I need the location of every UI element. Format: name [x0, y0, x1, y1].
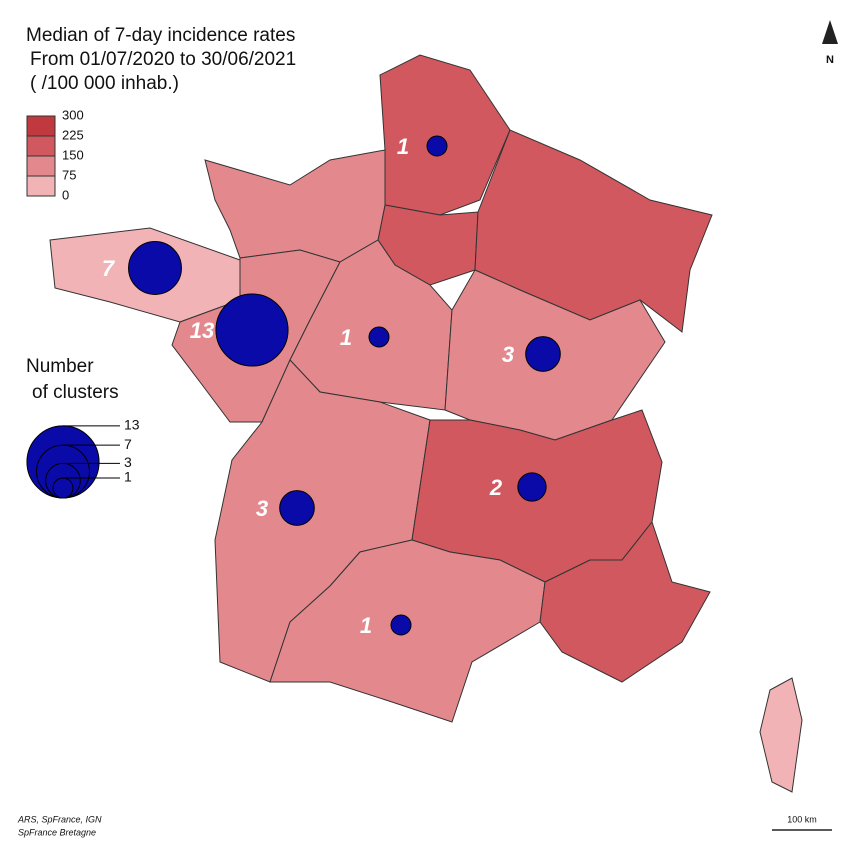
title-line: ( /100 000 inhab.): [30, 73, 179, 94]
cluster-circle: [426, 135, 448, 157]
legend-swatch: [26, 115, 56, 137]
legend-value: 13: [124, 417, 140, 433]
cluster-label: 3: [256, 496, 268, 521]
legend-label: 150: [62, 147, 84, 162]
region: [759, 677, 803, 793]
north-label: N: [826, 54, 834, 66]
cluster-label: 1: [360, 613, 372, 638]
clusters-legend: Number of clusters 13 7 31: [26, 356, 140, 499]
cluster-label: 1: [340, 325, 352, 350]
legend-circle: [52, 477, 74, 499]
legend-label: 225: [62, 127, 84, 142]
legend-swatch: [26, 155, 56, 177]
cluster-label: 7: [102, 256, 116, 281]
north-arrow: [822, 20, 838, 44]
title-line: Median of 7-day incidence rates: [26, 25, 295, 46]
region: [539, 520, 711, 683]
legend-label: 0: [62, 187, 69, 202]
cluster-circle: [390, 614, 412, 636]
cluster-circle: [128, 241, 182, 295]
cluster-circle: [279, 490, 315, 526]
legend-label: 300: [62, 107, 84, 122]
legend-value: 1: [124, 469, 132, 485]
region: [204, 149, 386, 263]
legend-label: 75: [62, 167, 76, 182]
title: Median of 7-day incidence rates From 01/0…: [26, 25, 296, 94]
legend-title: Number: [26, 356, 94, 377]
cluster-circle: [517, 472, 547, 502]
cluster-circle: [368, 326, 390, 348]
cluster-circle: [525, 336, 561, 372]
cluster-label: 1: [397, 134, 409, 159]
cluster-label: 2: [489, 475, 503, 500]
scale-label: 100 km: [787, 814, 817, 824]
legend-value: 3: [124, 454, 132, 470]
cluster-circle: [215, 293, 289, 367]
cluster-label: 3: [502, 342, 514, 367]
incidence-legend: 300 225 150 75 0: [26, 107, 84, 202]
regions: [49, 54, 803, 793]
legend-title: of clusters: [32, 382, 119, 403]
source: ARS, SpFrance, IGN: [17, 814, 102, 824]
title-line: From 01/07/2020 to 30/06/2021: [30, 49, 296, 70]
source: SpFrance Bretagne: [18, 827, 96, 837]
legend-value: 7: [124, 436, 132, 452]
cluster-label: 13: [190, 318, 214, 343]
legend-swatch: [26, 175, 56, 197]
legend-swatch: [26, 135, 56, 157]
